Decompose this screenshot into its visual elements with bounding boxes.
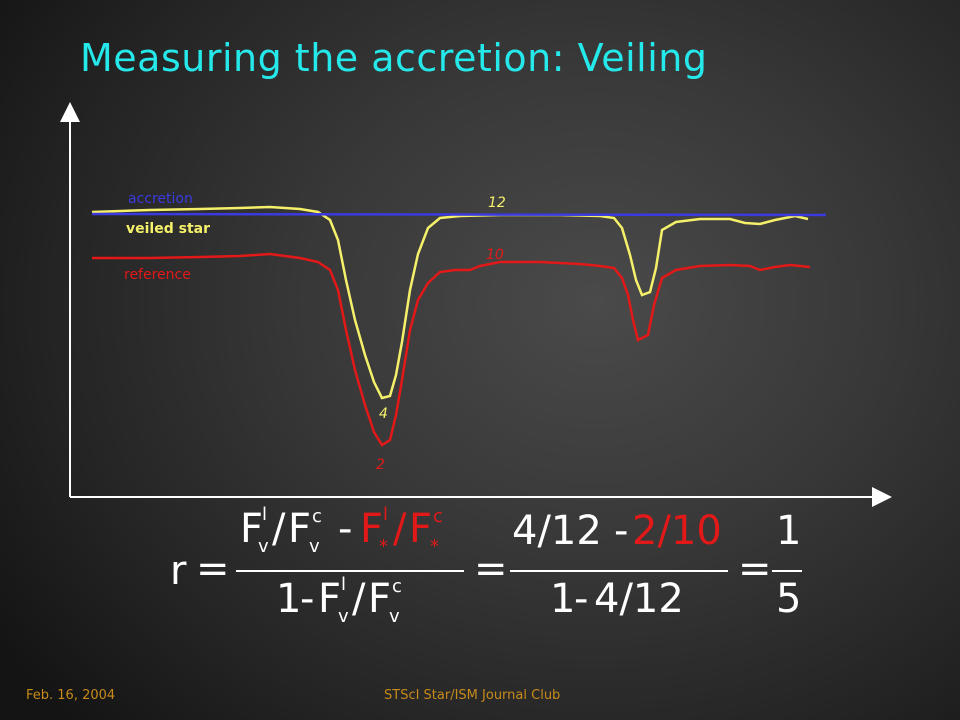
- eq1-num-F2: F: [288, 506, 312, 552]
- veiled-star-spectrum-line: [91, 205, 809, 400]
- eq1-num-slash1: /: [272, 506, 286, 552]
- eq1-num-F4: F: [409, 506, 433, 552]
- eq2-num-minus: -: [614, 508, 629, 554]
- eq1-den-slash: /: [352, 576, 366, 622]
- eq1-num-F3: F: [360, 506, 384, 552]
- eq1-fraction-bar: [236, 570, 464, 572]
- annotation-reference-line: 2: [376, 457, 385, 473]
- eq3-fraction-bar: [772, 570, 802, 572]
- eq1-den-F2: F: [368, 576, 392, 622]
- eq2-num-black: 4/12: [512, 508, 602, 554]
- eq-equals-3: =: [738, 546, 772, 592]
- footer-date: Feb. 16, 2004: [26, 688, 116, 703]
- slide-title: Measuring the accretion: Veiling: [80, 36, 708, 80]
- eq-r: r: [170, 548, 187, 594]
- eq1-den-one: 1: [276, 576, 302, 622]
- accretion-line: [91, 212, 827, 217]
- eq2-fraction-bar: [510, 570, 728, 572]
- reference-spectrum-line: [92, 252, 811, 447]
- eq1-den-c2: c: [392, 576, 402, 597]
- footer-event: STScI Star/ISM Journal Club: [384, 688, 561, 703]
- eq1-num-l1: l: [262, 504, 268, 525]
- eq1-num-v1: v: [258, 536, 269, 557]
- eq1-den-v1: v: [338, 606, 349, 627]
- eq3-num: 1: [776, 508, 802, 554]
- eq1-den-F1: F: [318, 576, 342, 622]
- eq1-den-l1: l: [341, 574, 347, 595]
- eq2-den-minus: -: [574, 576, 589, 622]
- eq3-den: 5: [776, 576, 802, 622]
- eq2-den-val: 4/12: [594, 576, 684, 622]
- eq1-num-star4: *: [430, 536, 439, 557]
- legend-accretion: accretion: [128, 191, 193, 207]
- eq1-num-l3: l: [383, 504, 389, 525]
- eq2-den-one: 1: [550, 576, 576, 622]
- veiling-equation: r = F l v / F c v - F l * / F c * 1 - F …: [0, 500, 960, 650]
- eq2-num-red: 2/10: [632, 508, 722, 554]
- eq1-num-v2: v: [309, 536, 320, 557]
- eq1-num-F1: F: [240, 506, 264, 552]
- eq1-num-minus: -: [338, 506, 353, 552]
- legend-veiled-star: veiled star: [126, 221, 210, 237]
- eq1-den-minus: -: [300, 576, 315, 622]
- annotation-veiled-line: 4: [379, 406, 388, 422]
- legend-reference: reference: [124, 267, 191, 283]
- annotation-veiled-continuum: 12: [488, 195, 506, 211]
- eq-equals-1: =: [196, 546, 230, 592]
- annotation-reference-continuum: 10: [486, 247, 504, 263]
- eq1-num-star3: *: [379, 536, 388, 557]
- eq1-num-slash2: /: [393, 506, 407, 552]
- eq1-num-c2: c: [312, 506, 322, 527]
- eq1-num-c4: c: [433, 506, 443, 527]
- eq1-den-v2: v: [389, 606, 400, 627]
- eq-equals-2: =: [474, 546, 508, 592]
